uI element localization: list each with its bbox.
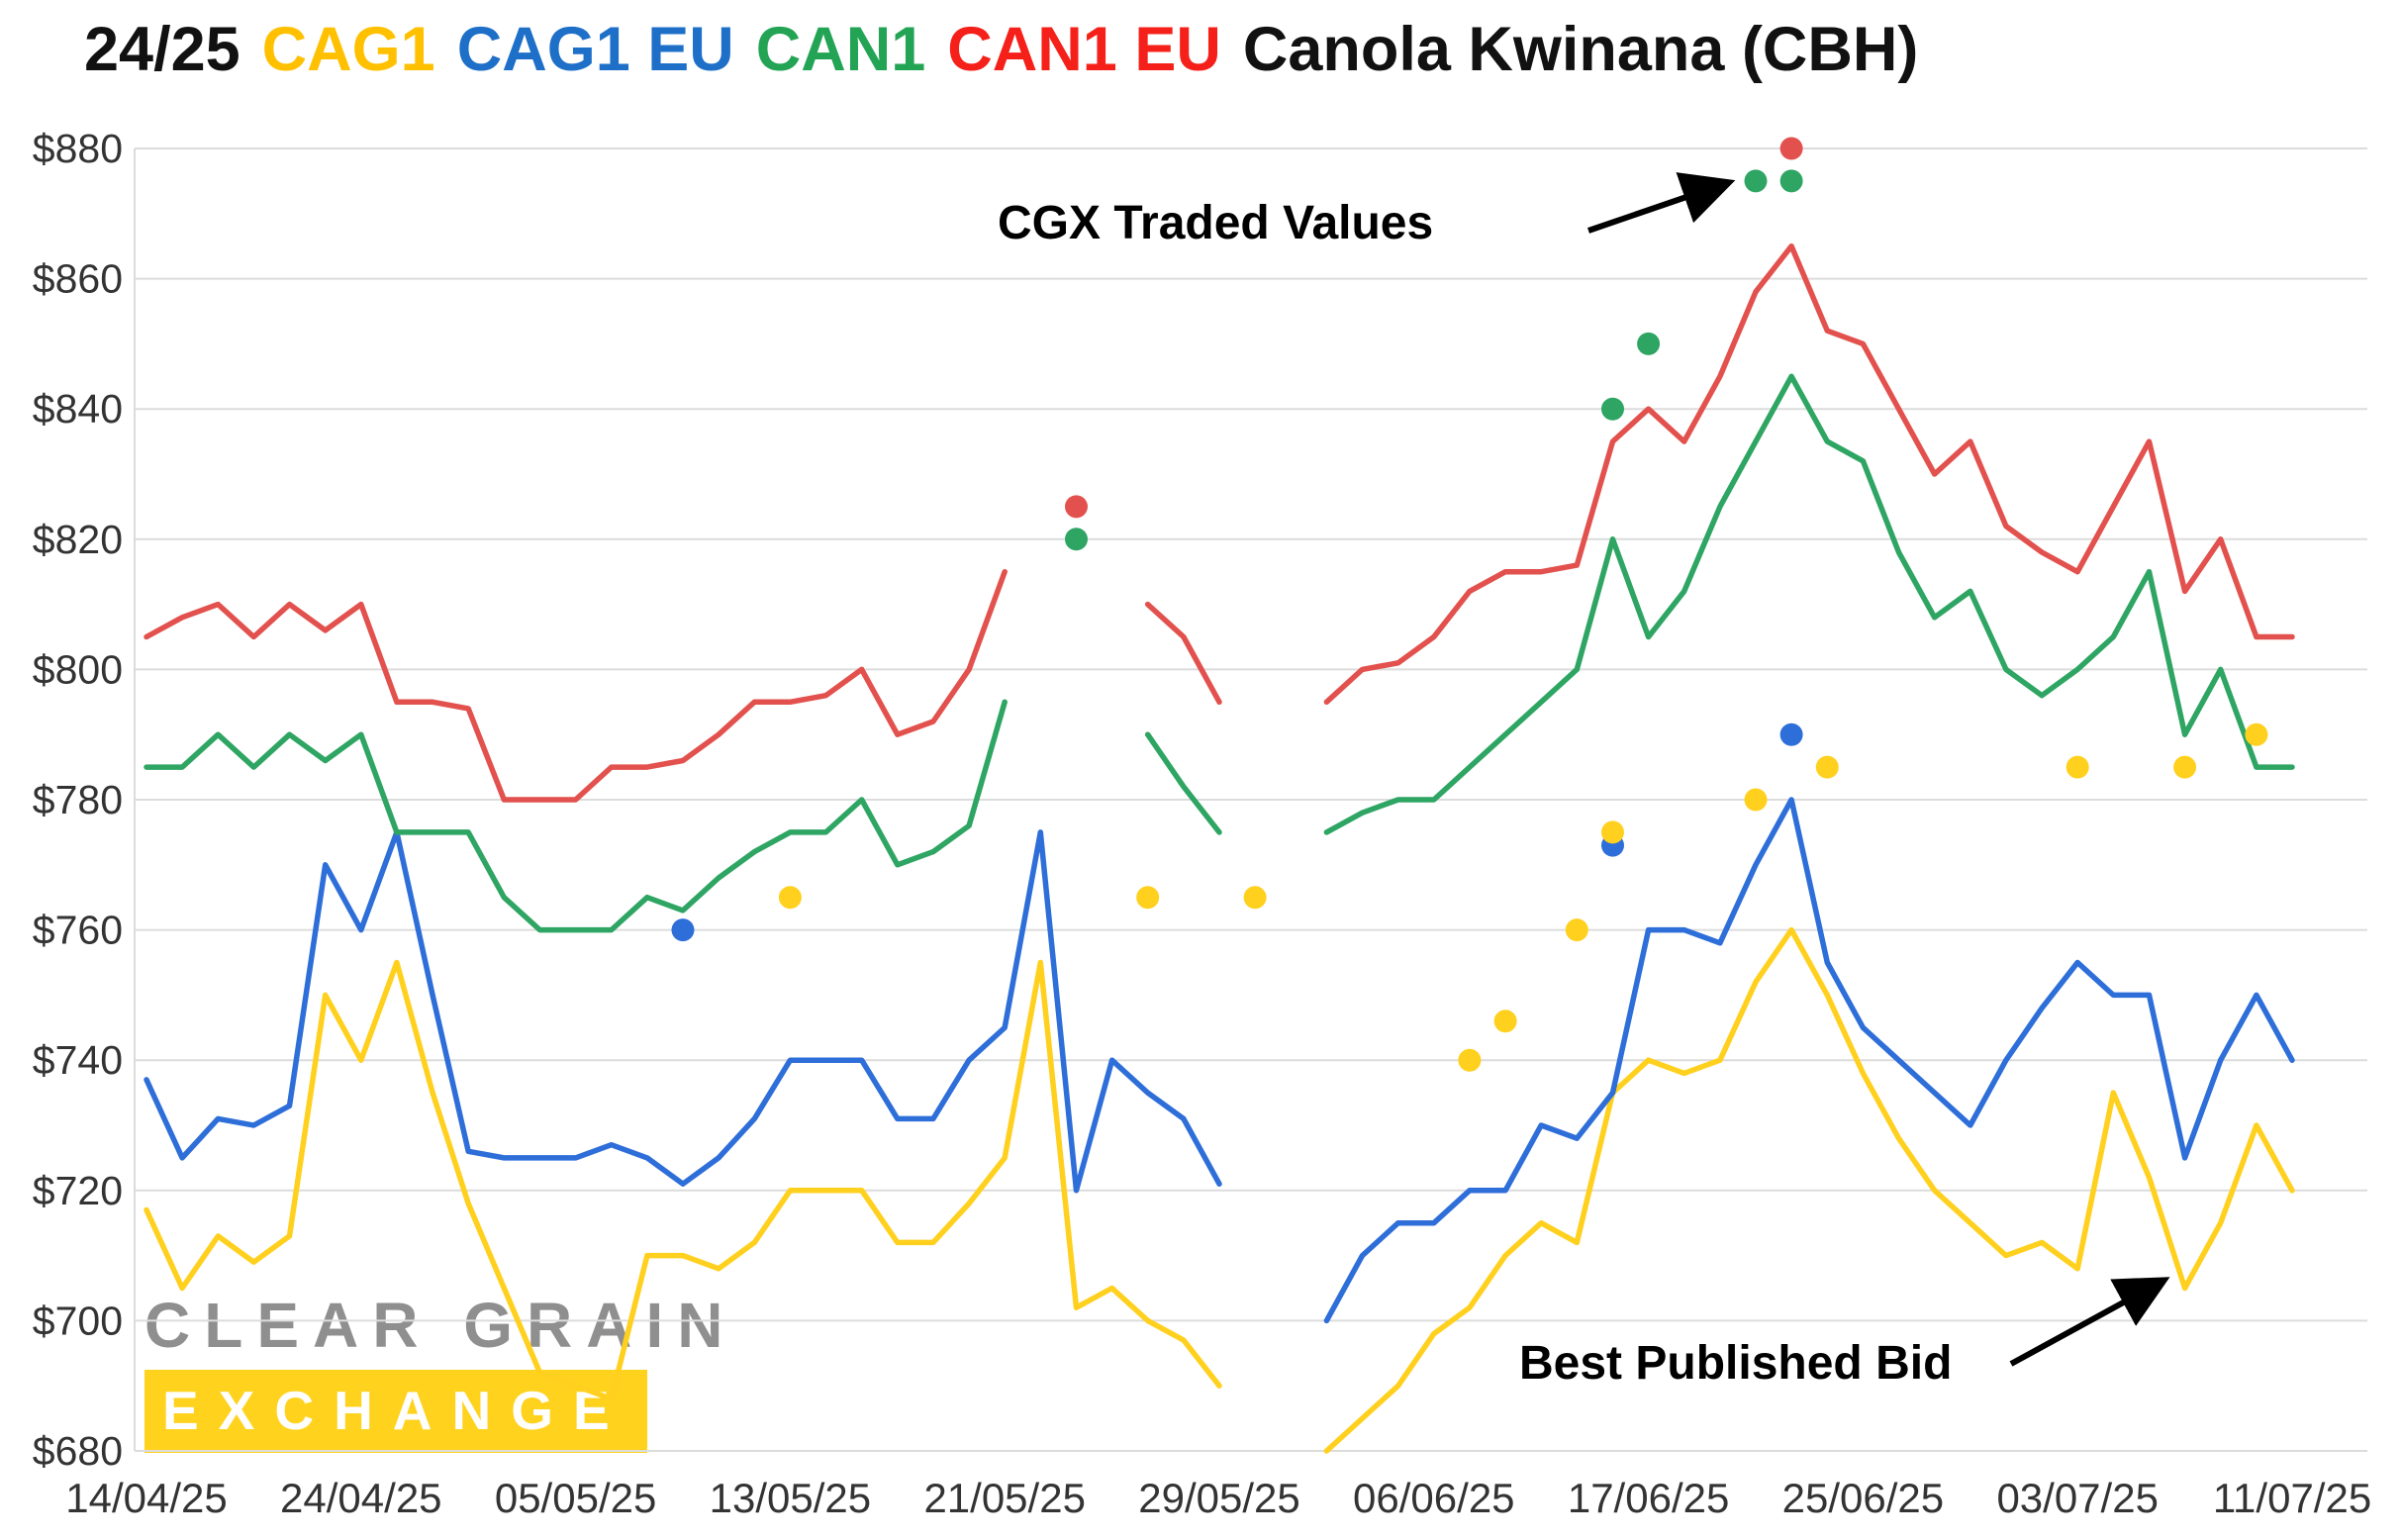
- x-axis-tick-label: 21/05/25: [923, 1475, 1086, 1521]
- y-axis-tick-label: $840: [33, 386, 123, 432]
- series-line-cag1: [144, 926, 2295, 1454]
- y-axis-tick-label: $860: [33, 256, 123, 302]
- x-axis-tick-label: 05/05/25: [495, 1475, 657, 1521]
- title-part-location: Canola Kwinana (CBH): [1242, 15, 1919, 84]
- x-axis-tick-label: 25/06/25: [1782, 1475, 1945, 1521]
- traded-value-dot-cag1: [2245, 722, 2268, 746]
- traded-value-dot-cag1: [1243, 886, 1267, 910]
- series-line-can1-eu: [144, 242, 2295, 803]
- traded-value-dot-cag1: [778, 886, 802, 910]
- y-axis-tick-label: $800: [33, 646, 123, 692]
- title-part-season: 24/25: [84, 15, 240, 84]
- traded-value-dot-cag1: [1493, 1010, 1517, 1033]
- traded-value-dot-cag1: [2173, 755, 2197, 779]
- y-axis-tick-label: $680: [33, 1428, 123, 1474]
- y-axis-tick-label: $880: [33, 126, 123, 171]
- y-axis-tick-label: $760: [33, 908, 123, 953]
- traded-value-dot-cag1: [1815, 755, 1839, 779]
- traded-value-dot-cag1: [1601, 820, 1624, 844]
- best-bid-annotation: Best Published Bid: [1519, 1337, 1953, 1390]
- title-part-cag1: CAG1: [261, 15, 435, 84]
- traded-value-dot-can1: [1744, 169, 1768, 193]
- x-axis-tick-label: 17/06/25: [1568, 1475, 1730, 1521]
- traded-value-dot-cag1: [2065, 755, 2089, 779]
- traded-value-dot-cag1: [1744, 788, 1768, 812]
- x-axis-tick-label: 03/07/25: [1996, 1475, 2159, 1521]
- series-line-can1: [144, 373, 2295, 933]
- traded-value-dot-cag1: [1136, 886, 1160, 910]
- x-axis-tick-label: 06/06/25: [1353, 1475, 1515, 1521]
- traded-value-dot-can1: [1637, 332, 1661, 355]
- traded-value-dot-cag1: [1458, 1048, 1482, 1072]
- y-axis-tick-label: $740: [33, 1037, 123, 1083]
- y-axis-tick-label: $720: [33, 1168, 123, 1213]
- traded-value-dot-can1: [1779, 169, 1803, 193]
- series-line-cag1-eu: [144, 797, 2295, 1324]
- title-part-can1-eu: CAN1 EU: [947, 15, 1221, 84]
- title-part-can1: CAN1: [755, 15, 926, 84]
- traded-values-annotation: CGX Traded Values: [998, 197, 1434, 249]
- traded-value-dot-cag1: [1565, 918, 1588, 942]
- y-axis-tick-label: $780: [33, 777, 123, 822]
- title-part-cag1-eu: CAG1 EU: [456, 15, 734, 84]
- x-axis-tick-label: 13/05/25: [710, 1475, 872, 1521]
- traded-value-dot-can1: [1065, 528, 1088, 551]
- x-axis-tick-label: 24/04/25: [280, 1475, 442, 1521]
- traded-value-dot-can1-eu: [1065, 495, 1088, 519]
- y-axis-tick-label: $700: [33, 1298, 123, 1343]
- traded-value-dot-cag1-eu: [671, 918, 695, 942]
- chart-title: 24/25 CAG1 CAG1 EU CAN1 CAN1 EU Canola Kwinan…: [84, 14, 1940, 85]
- x-axis-tick-label: 11/07/25: [2213, 1475, 2371, 1521]
- traded-value-dot-cag1-eu: [1779, 722, 1803, 746]
- y-axis-tick-label: $820: [33, 517, 123, 562]
- traded-value-dot-can1: [1601, 397, 1624, 421]
- traded-value-dot-can1-eu: [1779, 137, 1803, 160]
- x-axis-tick-label: 14/04/25: [65, 1475, 228, 1521]
- x-axis-tick-label: 29/05/25: [1138, 1475, 1300, 1521]
